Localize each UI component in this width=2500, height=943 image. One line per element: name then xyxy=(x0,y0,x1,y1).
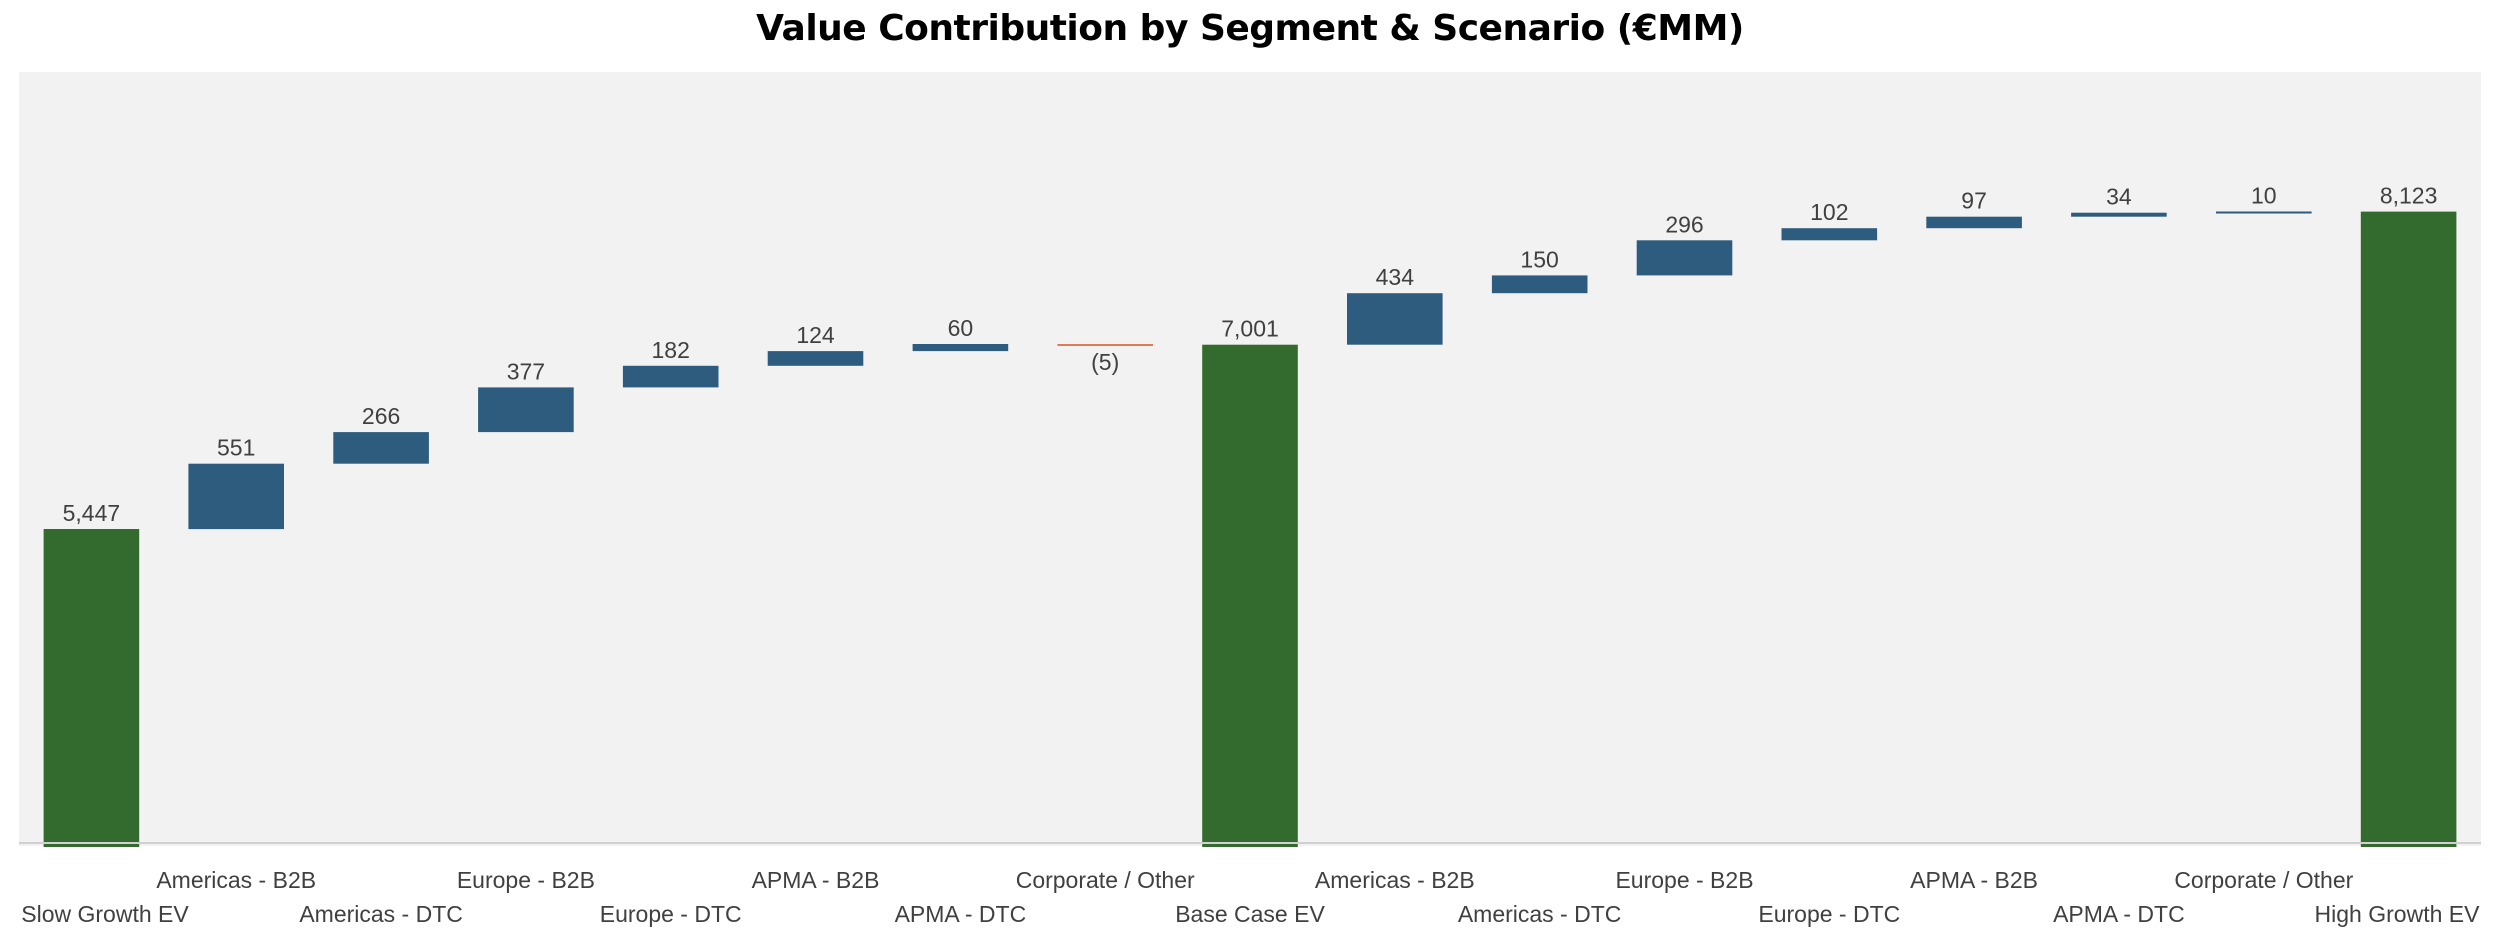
data-label: 551 xyxy=(217,435,255,461)
data-label: 10 xyxy=(2251,183,2277,209)
increase-bar xyxy=(2216,211,2312,214)
category-label: Americas - DTC xyxy=(299,901,463,927)
increase-bar xyxy=(1926,216,2022,229)
category-label: APMA - B2B xyxy=(1910,867,2038,893)
category-label: Americas - B2B xyxy=(156,867,316,893)
category-labels-group: Slow Growth EV Americas - B2B Americas - D… xyxy=(21,867,2480,927)
increase-bar xyxy=(622,365,719,388)
data-label: 97 xyxy=(1961,188,1987,214)
increase-bar xyxy=(1636,240,1733,276)
bars-group xyxy=(43,211,2457,848)
data-label: (5) xyxy=(1091,349,1119,375)
category-label: APMA - B2B xyxy=(752,867,880,893)
category-label: Americas - DTC xyxy=(1458,901,1622,927)
category-label: Europe - DTC xyxy=(1758,901,1900,927)
category-label: Corporate / Other xyxy=(1016,867,1195,893)
category-label: Americas - B2B xyxy=(1315,867,1475,893)
category-label: APMA - DTC xyxy=(895,901,1027,927)
data-label: 124 xyxy=(796,322,835,348)
data-label: 377 xyxy=(507,358,545,384)
data-label: 150 xyxy=(1520,246,1558,272)
category-label: Slow Growth EV xyxy=(21,901,189,927)
increase-bar xyxy=(333,432,429,464)
data-label: 5,447 xyxy=(63,500,121,526)
total-bar xyxy=(1202,344,1298,847)
total-bar xyxy=(2360,211,2457,848)
data-labels-group: 5,447 551 266 377 182 124 60 (5) 7,001 434 150 296 1… xyxy=(63,183,2438,527)
decrease-bar xyxy=(1057,344,1153,346)
data-label: 34 xyxy=(2106,184,2132,210)
data-label: 266 xyxy=(362,403,400,429)
increase-bar xyxy=(478,387,574,433)
category-label: High Growth EV xyxy=(2315,901,2481,927)
category-label: Europe - B2B xyxy=(1615,867,1753,893)
category-label: Europe - DTC xyxy=(600,901,742,927)
increase-bar xyxy=(1347,293,1443,345)
data-label: 182 xyxy=(652,337,690,363)
data-label: 8,123 xyxy=(2380,183,2438,209)
data-label: 296 xyxy=(1665,211,1703,237)
data-label: 60 xyxy=(948,315,974,341)
increase-bar xyxy=(2071,212,2167,217)
category-label: Base Case EV xyxy=(1175,901,1325,927)
data-label: 102 xyxy=(1810,199,1848,225)
category-label: Corporate / Other xyxy=(2174,867,2353,893)
category-label: APMA - DTC xyxy=(2053,901,2185,927)
total-bar xyxy=(43,529,140,847)
increase-bar xyxy=(767,351,864,366)
increase-bar xyxy=(912,344,1009,352)
increase-bar xyxy=(188,463,284,530)
increase-bar xyxy=(1781,228,1878,241)
chart-title: Value Contribution by Segment & Scenario… xyxy=(756,8,1744,49)
data-label: 7,001 xyxy=(1221,316,1279,342)
data-label: 434 xyxy=(1376,264,1415,290)
increase-bar xyxy=(1491,275,1588,294)
category-label: Europe - B2B xyxy=(457,867,595,893)
